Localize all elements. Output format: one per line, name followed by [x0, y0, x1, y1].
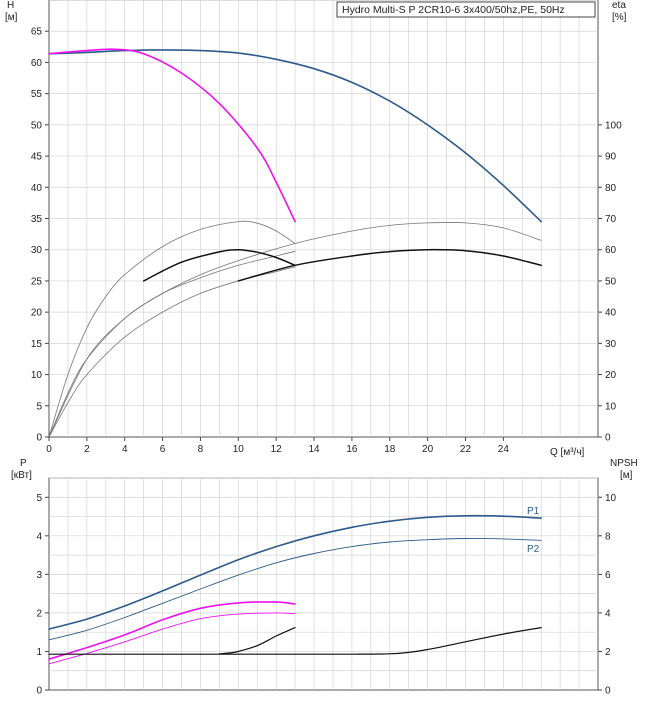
flow-tick-label: 14 — [308, 444, 320, 455]
flow-tick-label: 16 — [346, 444, 358, 455]
flow-tick-label: 22 — [460, 444, 472, 455]
power-axis-label: P — [20, 458, 27, 469]
power-left-tick-label: 5 — [36, 493, 42, 504]
chart-title: Hydro Multi-S P 2CR10-6 3x400/50hz,PE, 5… — [342, 4, 565, 16]
power-curve-p2 — [48, 538, 542, 641]
head-left-tick-label: 20 — [31, 308, 43, 319]
head-right-tick-label: 60 — [605, 245, 617, 256]
head-right-tick-label: 20 — [605, 370, 617, 381]
power-curve-p1-single — [48, 601, 296, 660]
power-right-tick-label: 0 — [605, 686, 611, 697]
p1-curve-label: P1 — [527, 506, 540, 517]
head-left-tick-label: 10 — [31, 370, 43, 381]
flow-tick-label: 10 — [233, 444, 245, 455]
head-right-tick-label: 40 — [605, 308, 617, 319]
eta-axis-unit: [%] — [612, 12, 627, 23]
power-curve-p1 — [48, 514, 542, 630]
power-right-tick-label: 6 — [605, 570, 611, 581]
head-left-tick-label: 45 — [31, 152, 43, 163]
head-left-tick-label: 25 — [31, 276, 43, 287]
flow-tick-label: 0 — [46, 444, 52, 455]
flow-tick-label: 20 — [422, 444, 434, 455]
head-axis-unit: [м] — [5, 12, 18, 23]
flow-tick-label: 8 — [198, 444, 204, 455]
power-left-tick-label: 1 — [36, 647, 42, 658]
power-left-tick-label: 2 — [36, 608, 42, 619]
flow-tick-label: 4 — [122, 444, 128, 455]
npsh-axis-label: NPSH — [610, 458, 638, 469]
head-curve-eta-single-thin- — [48, 220, 296, 438]
power-right-tick-label: 2 — [605, 647, 611, 658]
p2-curve-label: P2 — [527, 544, 540, 555]
power-left-tick-label: 0 — [36, 686, 42, 697]
power-axis-unit: [кВт] — [11, 470, 32, 481]
power-curve-npsh-combined — [48, 627, 542, 655]
head-left-tick-label: 40 — [31, 183, 43, 194]
head-left-tick-label: 15 — [31, 339, 43, 350]
npsh-axis-unit: [м] — [620, 470, 633, 481]
head-right-tick-label: 30 — [605, 339, 617, 350]
flow-tick-label: 24 — [498, 444, 510, 455]
flow-tick-label: 2 — [84, 444, 90, 455]
flow-tick-label: 6 — [160, 444, 166, 455]
head-left-tick-label: 65 — [31, 27, 43, 38]
head-curve-eta-aux-2-thin- — [48, 266, 296, 438]
head-right-tick-label: 90 — [605, 152, 617, 163]
head-curve-eta-single-bold- — [142, 248, 296, 282]
head-curve-h-single-pump — [48, 48, 296, 223]
head-curve-eta-combined-bold- — [237, 248, 542, 282]
power-right-tick-label: 10 — [605, 493, 617, 504]
power-left-tick-label: 4 — [36, 531, 42, 542]
head-left-tick-label: 0 — [36, 433, 42, 444]
head-right-tick-label: 80 — [605, 183, 617, 194]
head-curve-eta-aux-1-thin- — [48, 250, 296, 438]
head-right-tick-label: 50 — [605, 276, 617, 287]
power-plot-area — [48, 477, 599, 691]
flow-tick-label: 18 — [384, 444, 396, 455]
flow-tick-label: 12 — [271, 444, 283, 455]
power-right-tick-label: 4 — [605, 608, 611, 619]
head-left-tick-label: 5 — [36, 401, 42, 412]
flow-axis-label: Q [м³/ч] — [550, 447, 585, 458]
head-right-tick-label: 100 — [605, 120, 622, 131]
power-right-tick-label: 8 — [605, 531, 611, 542]
head-right-tick-label: 10 — [605, 401, 617, 412]
power-curve-p2-single — [48, 612, 296, 665]
head-left-tick-label: 55 — [31, 89, 43, 100]
power-left-tick-label: 3 — [36, 570, 42, 581]
head-right-tick-label: 0 — [605, 433, 611, 444]
chart-title-box — [336, 1, 596, 18]
power-curve-npsh-single — [218, 627, 296, 655]
head-left-tick-label: 35 — [31, 214, 43, 225]
eta-axis-label: eta — [612, 0, 626, 11]
head-left-tick-label: 30 — [31, 245, 43, 256]
head-axis-label: H — [7, 0, 14, 11]
head-left-tick-label: 60 — [31, 58, 43, 69]
head-right-tick-label: 70 — [605, 214, 617, 225]
head-left-tick-label: 50 — [31, 120, 43, 131]
